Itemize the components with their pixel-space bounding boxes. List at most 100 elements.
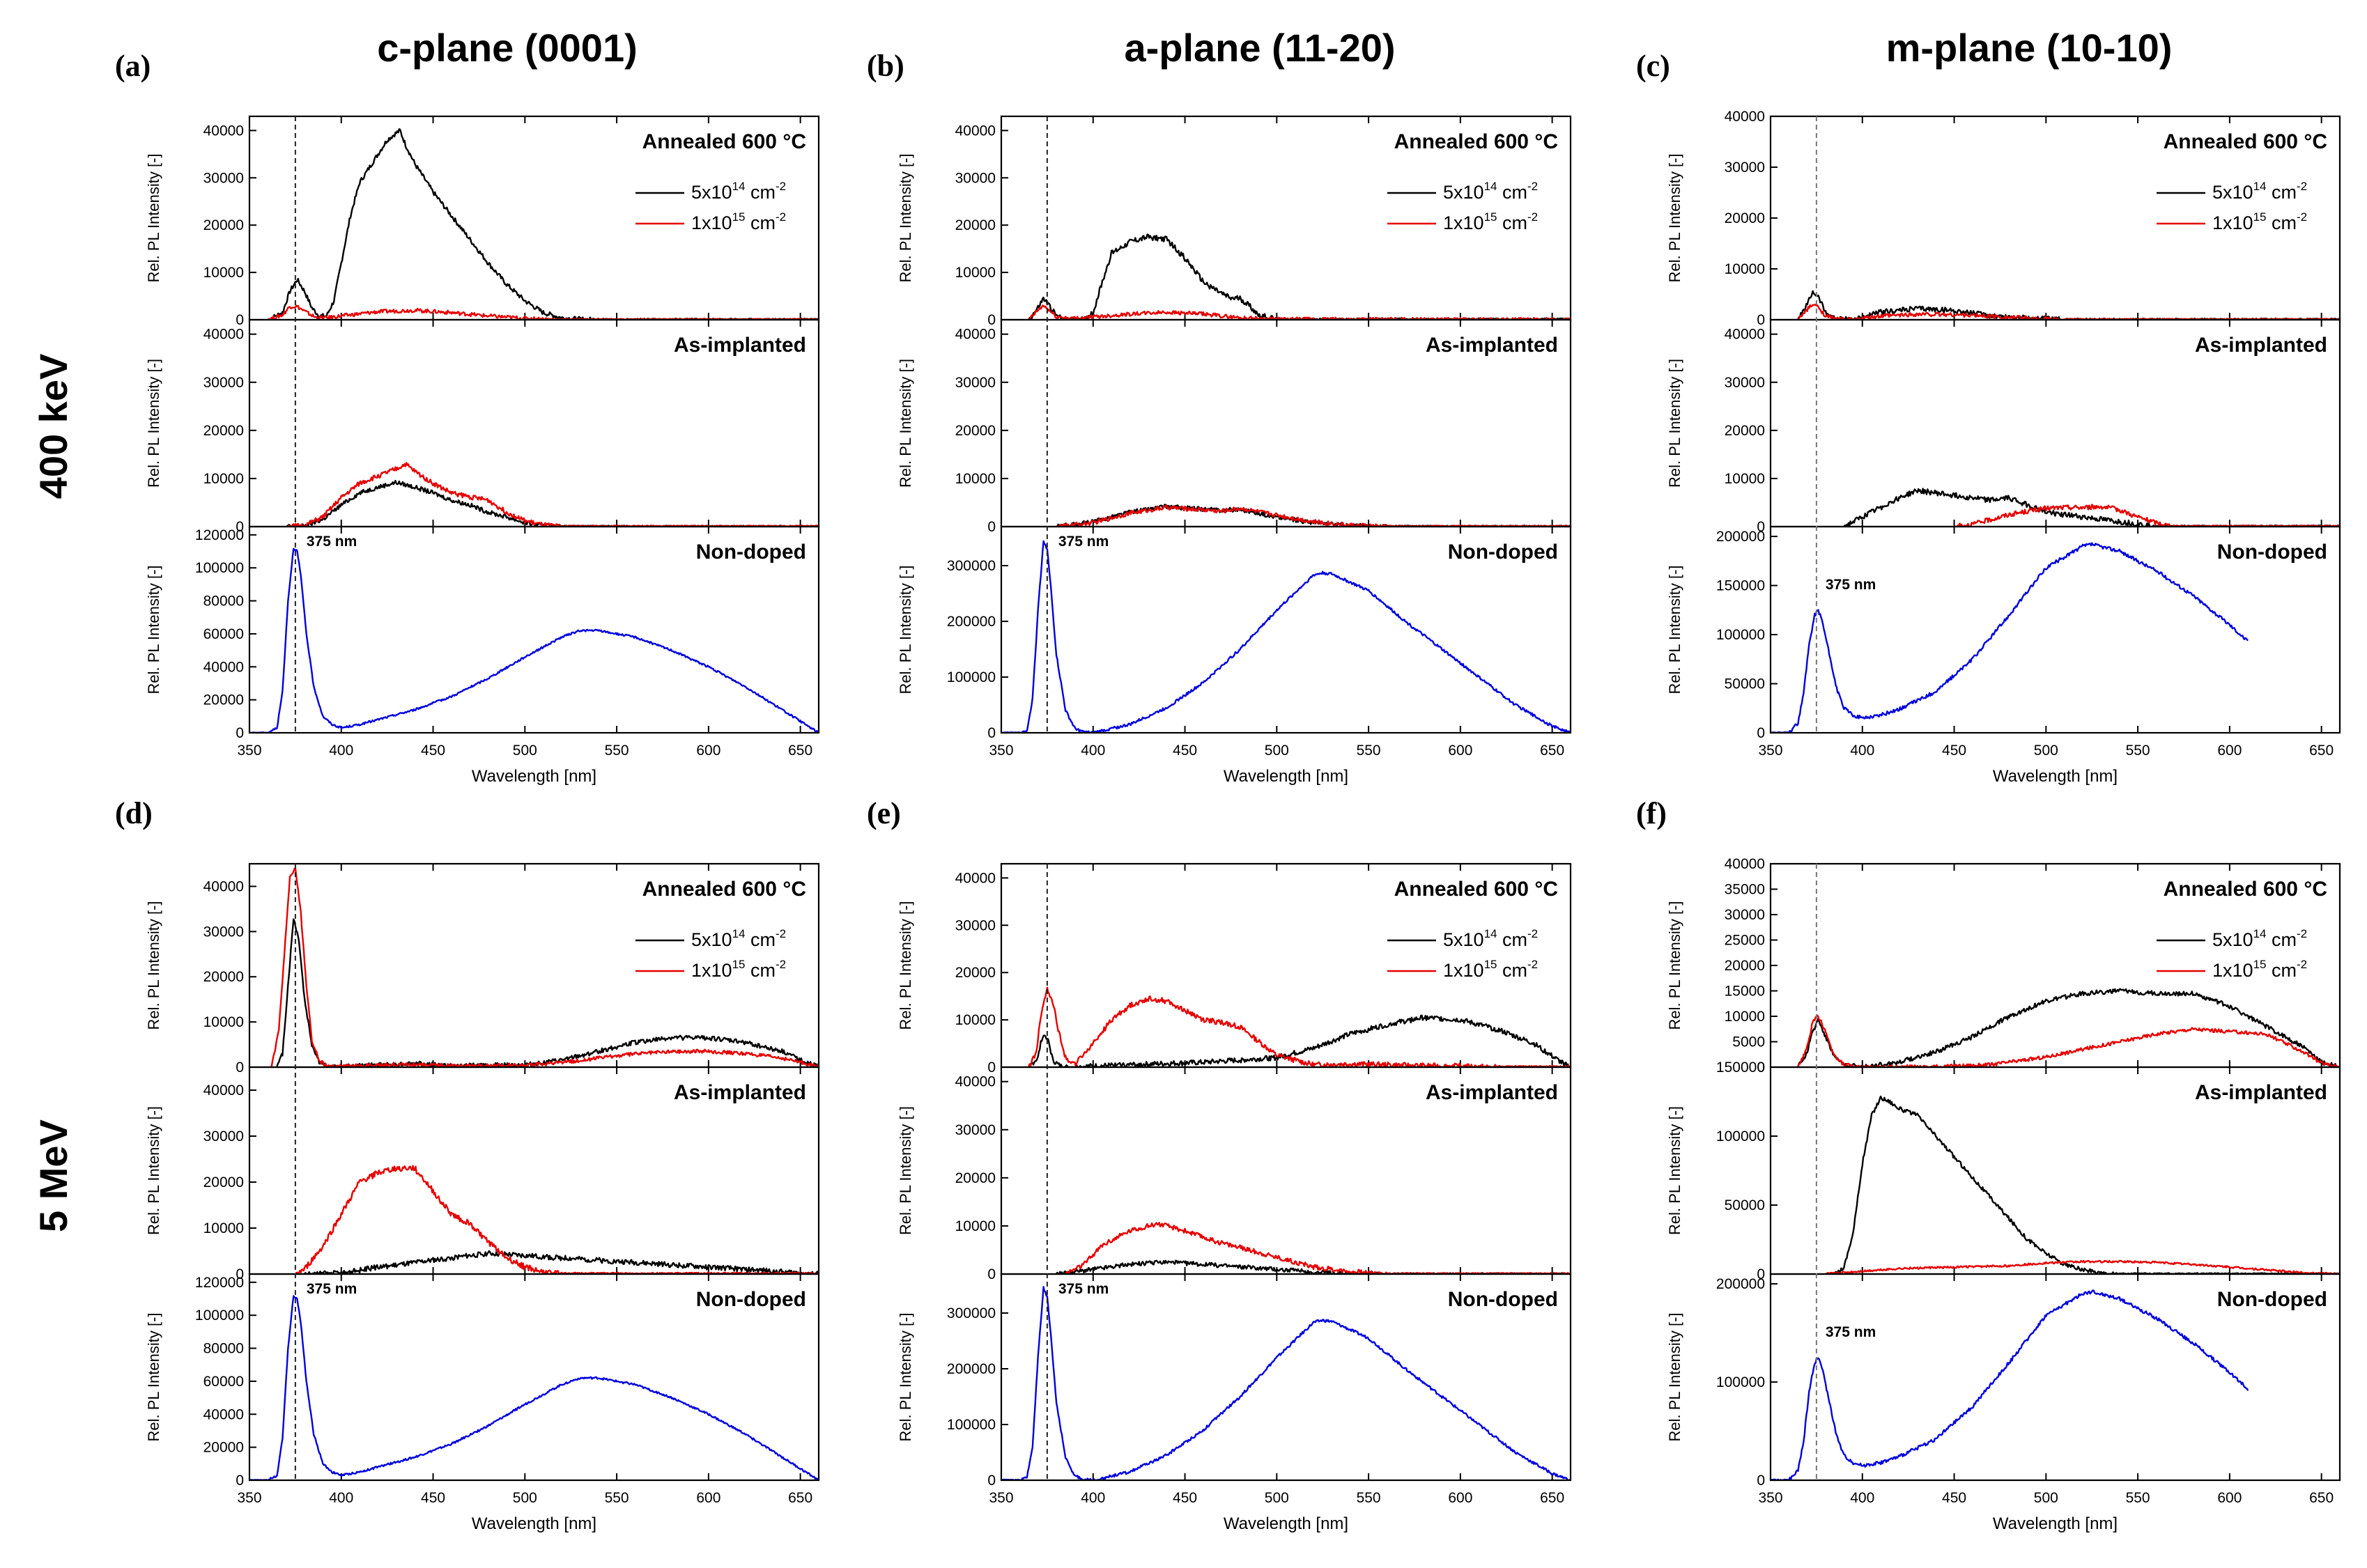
y-tick-label: 0 <box>236 1266 244 1282</box>
condition-label: Annealed 600 °C <box>642 878 806 901</box>
x-tick-label: 600 <box>1448 1490 1472 1506</box>
column-title-a-plane: a-plane (11-20) <box>1124 26 1395 70</box>
column-title-c-plane: c-plane (0001) <box>377 26 638 70</box>
y-tick-label: 20000 <box>955 217 996 233</box>
legend-entry: 5x1014 cm-2 <box>1443 180 1538 203</box>
annotation-375nm: 375 nm <box>307 534 357 550</box>
x-tick-label: 350 <box>237 1490 261 1506</box>
y-tick-label: 40000 <box>203 1406 244 1422</box>
y-tick-label: 25000 <box>1725 933 1765 949</box>
condition-label: Non-doped <box>1448 541 1558 564</box>
subplot-annealed-600-c: 0 10000 20000 30000 40000 Annealed 600 °C 5x10… <box>145 862 820 1076</box>
panel-letter: (d) <box>115 796 153 830</box>
y-axis-label: Rel. PL Intensity [-] <box>897 565 914 694</box>
y-tick-label: 30000 <box>955 917 996 933</box>
series-line <box>1797 290 2340 320</box>
x-tick-label: 550 <box>605 743 629 759</box>
y-axis-label: Rel. PL Intensity [-] <box>897 359 914 488</box>
plot-frame <box>1769 525 2341 734</box>
subplot-annealed-600-c: 0 10000 20000 30000 40000 Annealed 600 °C 5x10… <box>1666 109 2341 328</box>
plot-frame <box>1000 525 1572 734</box>
condition-label: Annealed 600 °C <box>642 130 806 153</box>
y-tick-label: 0 <box>987 312 996 328</box>
series-line <box>1001 1286 1571 1480</box>
y-tick-label: 100000 <box>1716 627 1765 643</box>
y-tick-label: 0 <box>236 1473 244 1489</box>
series-line <box>1825 1259 2340 1274</box>
y-tick-label: 5000 <box>1732 1034 1765 1050</box>
y-tick-label: 20000 <box>203 1174 244 1190</box>
y-tick-label: 30000 <box>1725 160 1765 176</box>
y-tick-label: 0 <box>1757 1473 1765 1489</box>
condition-label: Non-doped <box>2217 1288 2327 1311</box>
x-tick-label: 500 <box>2034 1490 2058 1506</box>
y-tick-label: 40000 <box>1725 109 1765 125</box>
legend-entry: 5x1014 cm-2 <box>691 180 786 203</box>
y-tick-label: 200000 <box>1716 529 1765 545</box>
series-line <box>1797 988 2340 1067</box>
y-tick-label: 20000 <box>955 423 996 439</box>
subplot-annealed-600-c: 0 10000 20000 30000 40000 Annealed 600 °C 5x10… <box>897 115 1572 328</box>
x-tick-label: 400 <box>1081 1490 1105 1506</box>
y-tick-label: 20000 <box>955 1170 996 1186</box>
condition-label: As-implanted <box>1426 334 1558 357</box>
y-tick-label: 0 <box>987 1059 996 1076</box>
x-axis-label: Wavelength [nm] <box>472 1514 596 1533</box>
x-tick-label: 350 <box>1758 1490 1782 1506</box>
y-axis-label: Rel. PL Intensity [-] <box>145 153 162 282</box>
y-tick-label: 30000 <box>203 924 244 940</box>
condition-label: As-implanted <box>1426 1081 1558 1104</box>
y-tick-label: 0 <box>1757 1059 1765 1076</box>
y-tick-label: 10000 <box>203 265 244 281</box>
y-axis-label: Rel. PL Intensity [-] <box>145 565 162 694</box>
x-tick-label: 650 <box>788 1490 812 1506</box>
y-tick-label: 20000 <box>203 217 244 233</box>
y-axis-label: Rel. PL Intensity [-] <box>1666 153 1683 282</box>
legend-entry: 5x1014 cm-2 <box>2212 180 2307 203</box>
x-tick-label: 600 <box>2217 1490 2242 1506</box>
x-tick-label: 350 <box>237 743 261 759</box>
annotation-375nm: 375 nm <box>1826 577 1876 593</box>
x-tick-label: 550 <box>605 1490 629 1506</box>
x-tick-label: 450 <box>1942 743 1966 759</box>
x-tick-label: 450 <box>1173 743 1197 759</box>
plot-frame <box>248 525 820 734</box>
y-tick-label: 40000 <box>203 659 244 675</box>
x-axis-label: Wavelength [nm] <box>1224 767 1348 786</box>
x-tick-label: 650 <box>1540 1490 1564 1506</box>
x-axis-label: Wavelength [nm] <box>1993 1514 2118 1533</box>
x-tick-label: 500 <box>1265 743 1289 759</box>
series-line <box>1065 1222 1571 1274</box>
subplot-non-doped: 0 20000 40000 60000 80000 100000 120000 Non-dop… <box>145 525 820 741</box>
y-tick-label: 100000 <box>947 669 996 685</box>
y-tick-label: 0 <box>1757 312 1765 328</box>
legend-entry: 5x1014 cm-2 <box>2212 927 2307 950</box>
series-line <box>249 1295 819 1480</box>
y-tick-label: 40000 <box>203 1082 244 1099</box>
y-tick-label: 40000 <box>955 327 996 343</box>
x-tick-label: 500 <box>2034 743 2058 759</box>
y-tick-label: 300000 <box>947 1305 996 1321</box>
subplot-as-implanted: 0 50000 100000 150000 As-implanted Rel. PL In… <box>1666 1059 2341 1282</box>
x-tick-label: 600 <box>696 743 720 759</box>
x-tick-label: 400 <box>329 1490 353 1506</box>
x-tick-label: 400 <box>1850 743 1874 759</box>
y-tick-label: 30000 <box>955 375 996 391</box>
plot-frame <box>1769 1273 2341 1482</box>
y-tick-label: 10000 <box>955 1218 996 1234</box>
y-tick-label: 120000 <box>195 1275 244 1291</box>
y-tick-label: 40000 <box>955 870 996 886</box>
y-tick-label: 10000 <box>955 471 996 487</box>
y-tick-label: 40000 <box>955 123 996 139</box>
y-tick-label: 0 <box>236 519 244 535</box>
y-tick-label: 20000 <box>1725 210 1765 226</box>
annotation-375nm: 375 nm <box>1058 1281 1109 1297</box>
y-tick-label: 10000 <box>1725 1009 1765 1025</box>
y-tick-label: 50000 <box>1725 676 1765 692</box>
legend-entry: 1x1015 cm-2 <box>2212 210 2307 233</box>
condition-label: Non-doped <box>696 541 806 564</box>
y-tick-label: 200000 <box>947 1361 996 1377</box>
x-tick-label: 400 <box>329 743 353 759</box>
